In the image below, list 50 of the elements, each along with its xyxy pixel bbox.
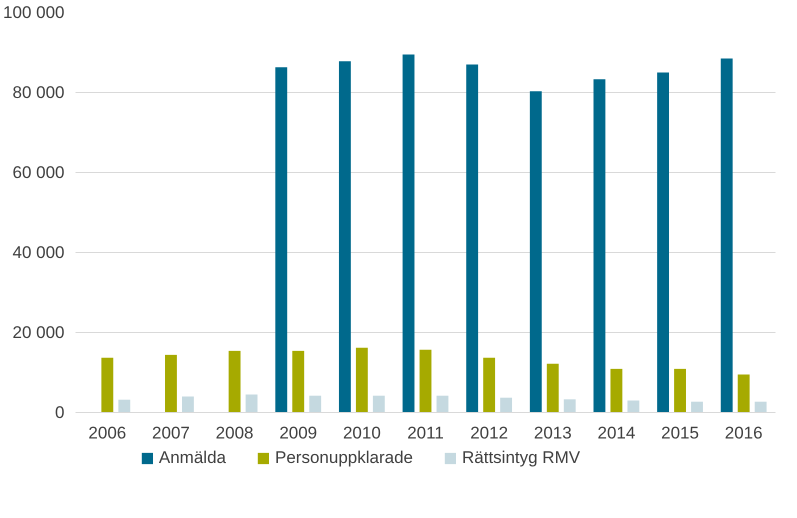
bar — [182, 396, 194, 412]
bar — [118, 400, 130, 412]
bar — [101, 358, 114, 412]
y-tick-label: 80 000 — [12, 83, 65, 102]
y-tick-label: 0 — [55, 403, 65, 422]
bar — [275, 67, 288, 412]
x-tick-label: 2009 — [279, 424, 318, 442]
x-tick-label: 2013 — [534, 424, 572, 442]
bar — [338, 61, 351, 412]
bar — [165, 354, 177, 412]
x-tick-label: 2015 — [661, 424, 699, 442]
x-tick-label: 2007 — [152, 424, 190, 442]
x-tick-label: 2012 — [470, 424, 508, 442]
x-tick-label: 2016 — [724, 424, 763, 442]
bar — [594, 79, 606, 412]
bar — [246, 394, 258, 412]
bar — [720, 58, 733, 412]
bar — [466, 64, 478, 412]
x-tick-label: 2006 — [88, 424, 126, 442]
bar — [738, 374, 750, 412]
bar — [372, 396, 385, 412]
y-tick-label: 60 000 — [12, 163, 65, 182]
bar — [627, 400, 640, 412]
bar — [500, 398, 512, 412]
y-tick-label: 20 000 — [12, 323, 65, 342]
bar — [356, 348, 368, 412]
bar — [564, 399, 576, 412]
legend-label: Anmälda — [158, 448, 226, 468]
bar — [754, 402, 767, 412]
bar — [309, 396, 322, 412]
x-tick-label: 2010 — [342, 424, 381, 442]
bar — [402, 54, 414, 412]
bar — [228, 350, 241, 412]
bar — [483, 358, 496, 412]
bar — [530, 91, 542, 412]
x-tick-label: 2008 — [216, 424, 254, 442]
legend-label: Personuppklarade — [275, 448, 413, 468]
bar — [674, 368, 686, 412]
bar — [610, 368, 622, 412]
y-tick-label: 100 000 — [3, 3, 64, 22]
y-tick-label: 40 000 — [12, 243, 65, 262]
x-tick-label: 2014 — [598, 424, 636, 442]
bar — [436, 396, 448, 412]
bar — [657, 72, 670, 412]
bar — [691, 402, 703, 412]
bar — [420, 350, 432, 412]
bar — [546, 364, 559, 412]
legend-label: Rättsintyg RMV — [462, 448, 580, 468]
x-tick-label: 2011 — [407, 424, 444, 442]
bar — [292, 350, 304, 412]
